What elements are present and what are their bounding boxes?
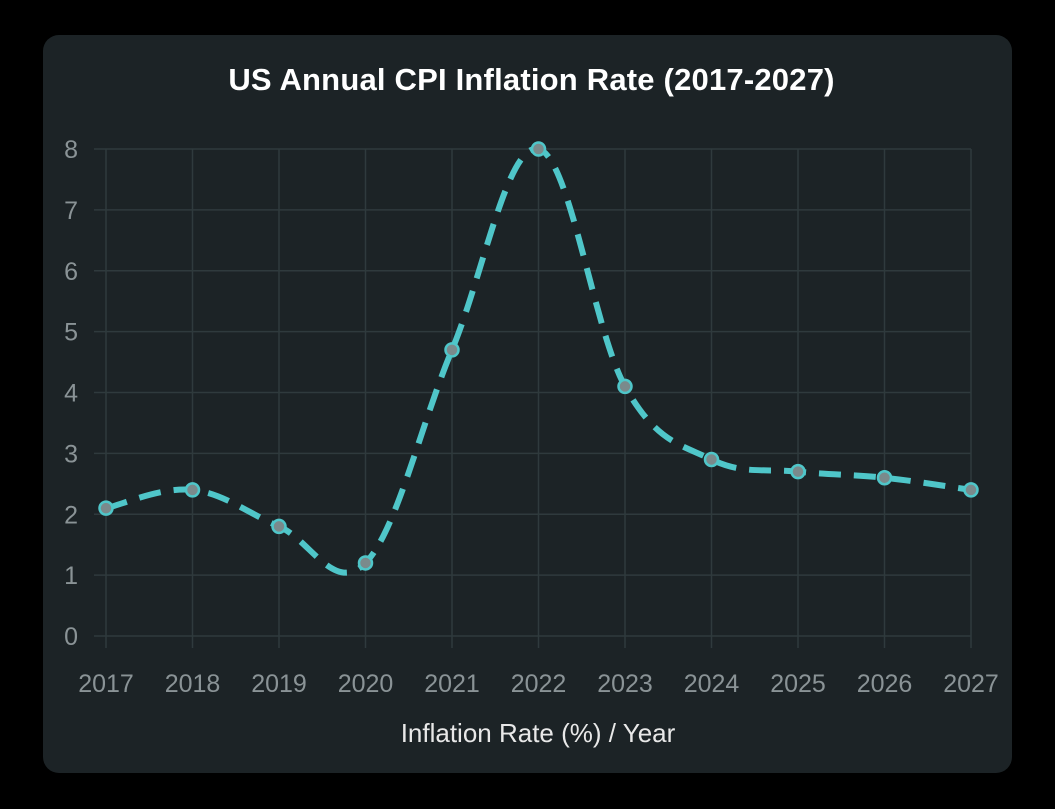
chart-card bbox=[43, 35, 1012, 773]
x-tick-label: 2027 bbox=[943, 670, 999, 698]
data-point-marker bbox=[876, 469, 893, 486]
data-point-marker bbox=[703, 451, 720, 468]
x-tick-label: 2023 bbox=[597, 670, 653, 698]
data-point-marker bbox=[790, 463, 806, 480]
y-tick-label: 1 bbox=[64, 562, 78, 590]
x-tick-label: 2025 bbox=[770, 670, 826, 698]
y-tick-label: 3 bbox=[64, 440, 78, 468]
y-tick-label: 8 bbox=[64, 136, 78, 164]
data-point-marker bbox=[98, 500, 114, 516]
data-points bbox=[98, 141, 979, 571]
y-tick-label: 4 bbox=[64, 380, 78, 408]
x-axis-tick-labels: 2017 2018 2019 2020 2021 2022 2023 2024 2025 2026… bbox=[78, 670, 999, 698]
y-tick-label: 6 bbox=[64, 258, 78, 286]
x-tick-label: 2018 bbox=[165, 670, 221, 698]
data-point-marker bbox=[617, 378, 633, 395]
x-tick-label: 2019 bbox=[251, 670, 307, 698]
x-tick-label: 2020 bbox=[338, 670, 394, 698]
data-point-marker bbox=[530, 141, 547, 157]
x-tick-label: 2024 bbox=[684, 670, 740, 698]
y-tick-label: 7 bbox=[64, 197, 78, 225]
data-point-marker bbox=[271, 518, 287, 535]
chart-title: US Annual CPI Inflation Rate (2017-2027) bbox=[228, 62, 835, 97]
data-point-marker bbox=[357, 555, 374, 571]
data-point-marker bbox=[963, 482, 979, 498]
grid-lines bbox=[94, 148, 972, 648]
y-tick-label: 2 bbox=[64, 501, 78, 529]
x-tick-label: 2022 bbox=[511, 670, 567, 698]
x-tick-label: 2021 bbox=[424, 670, 480, 698]
x-axis-label: Inflation Rate (%) / Year bbox=[400, 718, 676, 748]
y-tick-label: 5 bbox=[64, 319, 78, 347]
x-tick-label: 2017 bbox=[78, 670, 134, 698]
y-tick-label: 0 bbox=[64, 623, 78, 651]
data-point-marker bbox=[444, 342, 460, 358]
data-point-marker bbox=[184, 482, 201, 498]
x-tick-label: 2026 bbox=[857, 670, 913, 698]
y-axis-tick-labels: 0 1 2 3 4 5 6 7 8 bbox=[64, 136, 78, 651]
